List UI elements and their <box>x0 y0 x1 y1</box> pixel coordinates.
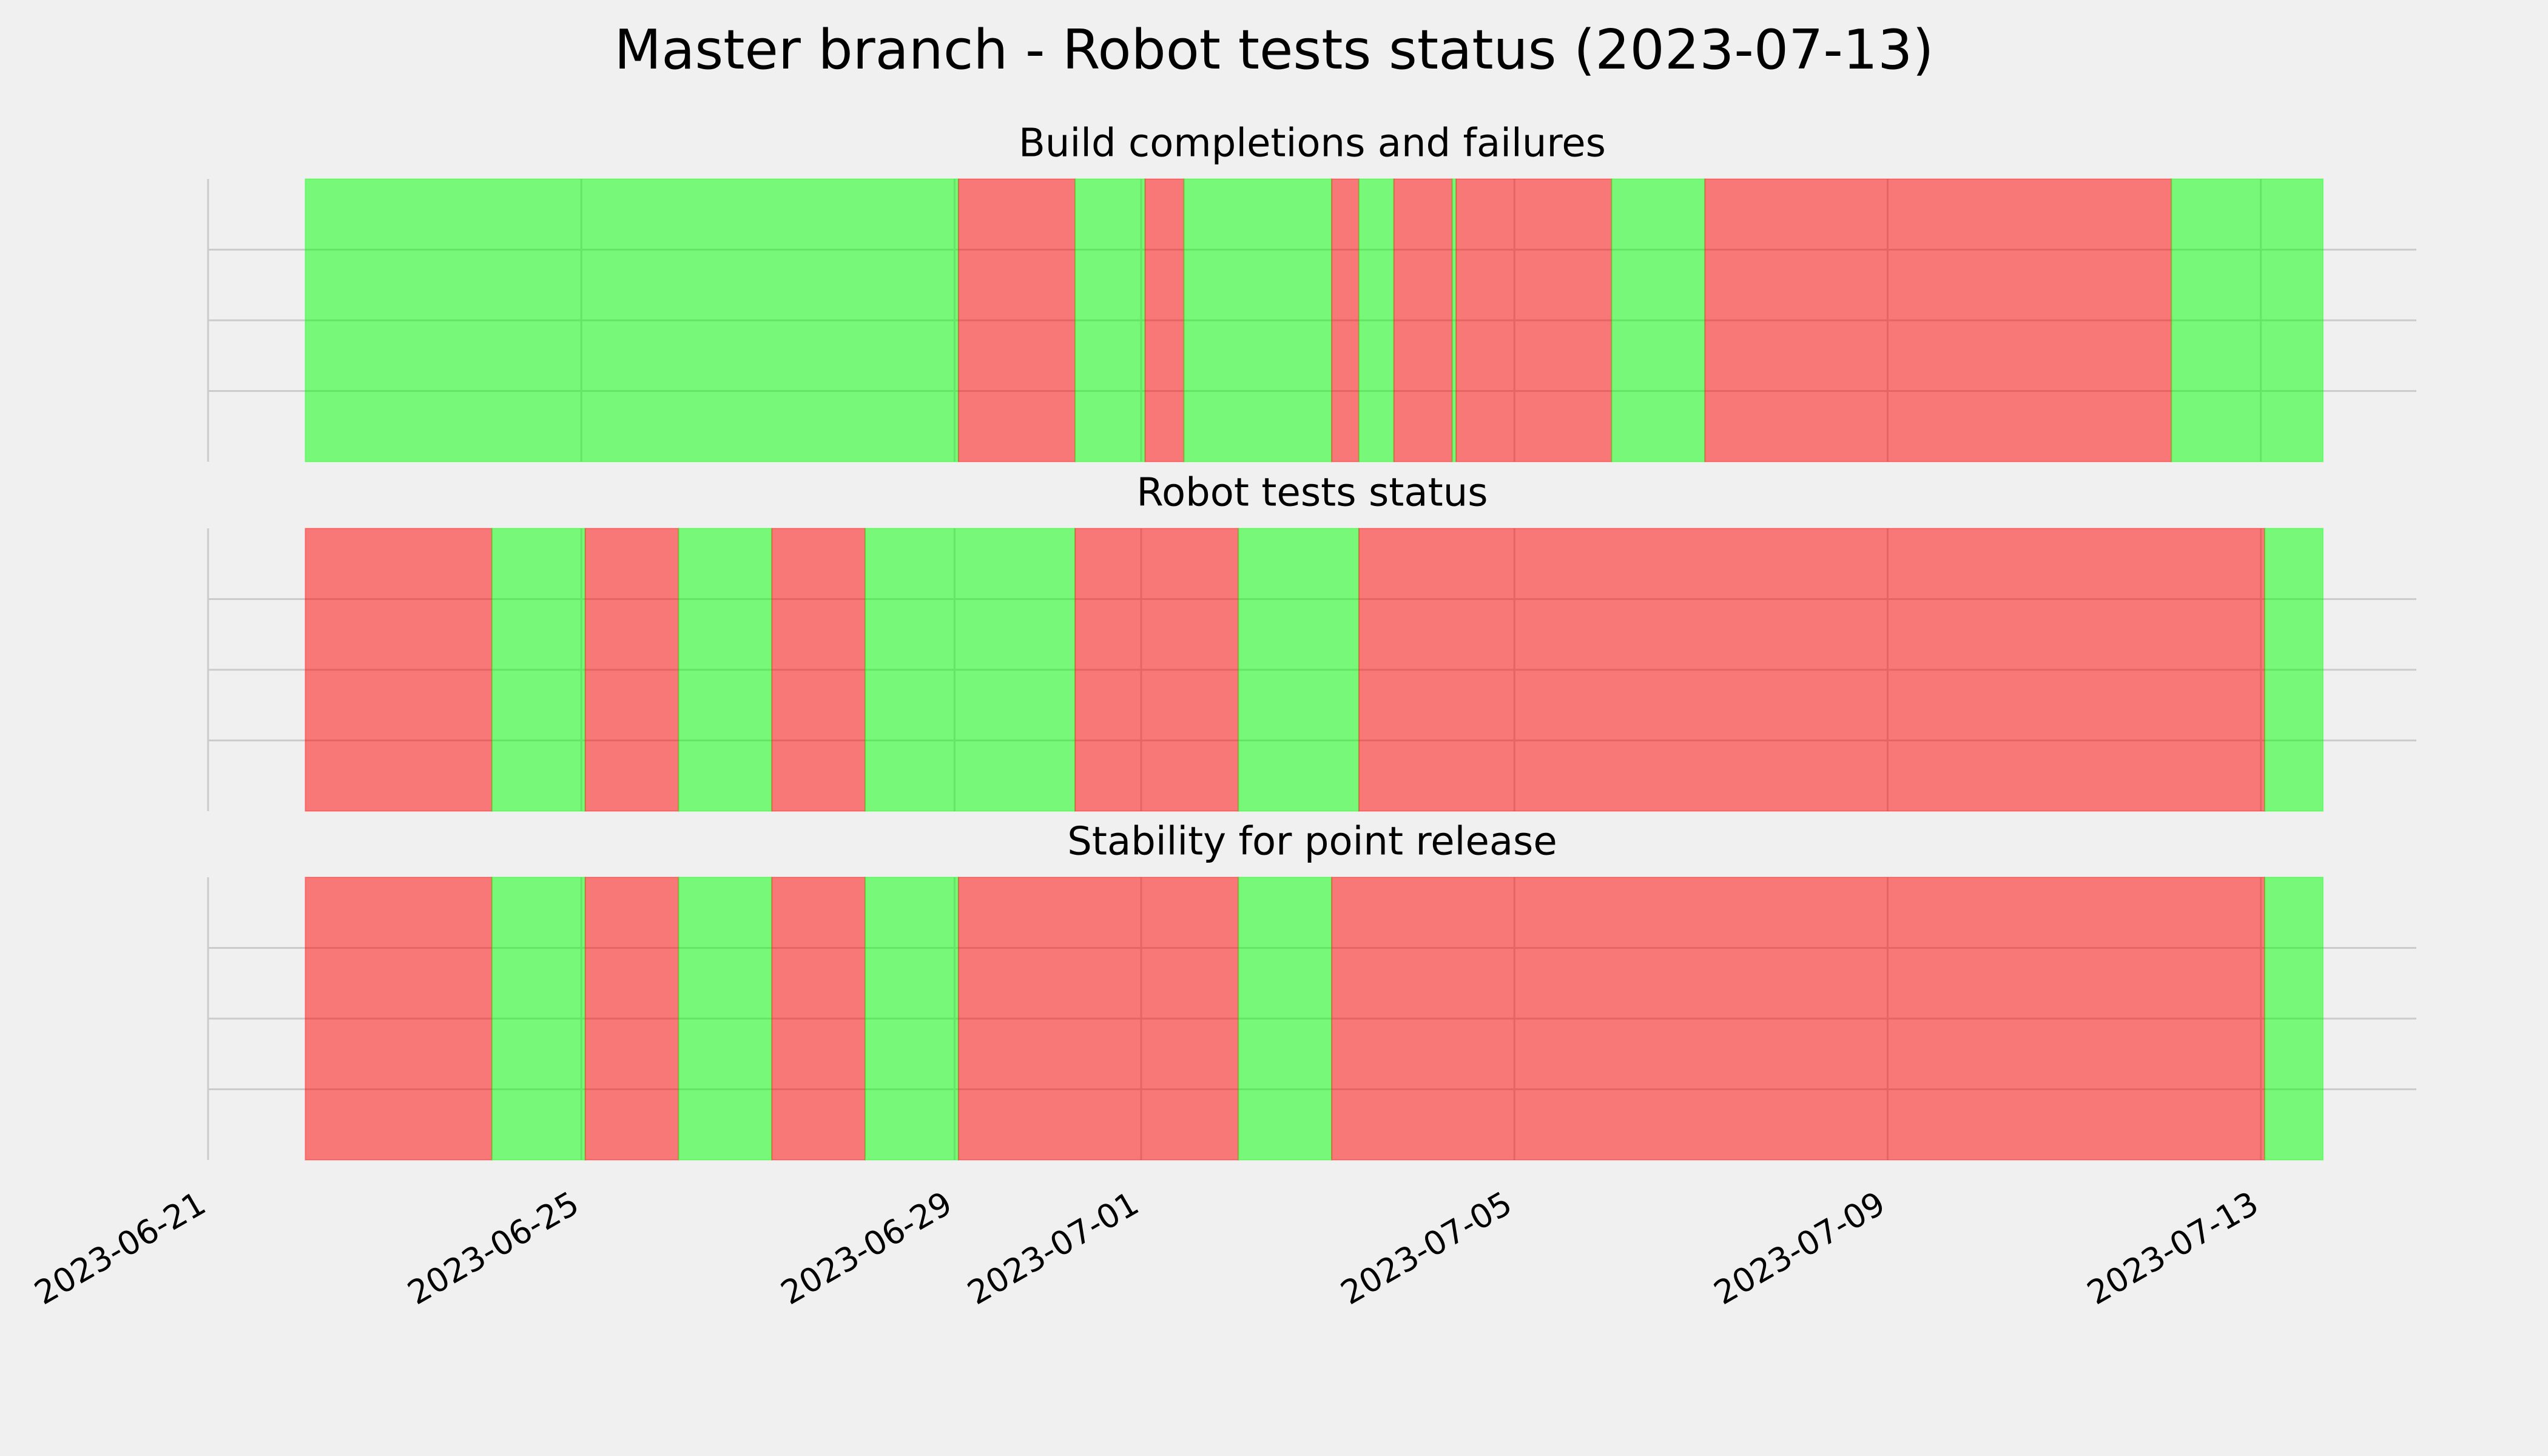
status-segment <box>1074 178 1146 462</box>
status-segment <box>864 528 1076 812</box>
status-segment <box>1238 877 1333 1161</box>
status-segment <box>584 528 679 812</box>
panel-title: Build completions and failures <box>1019 121 1606 166</box>
status-segment <box>305 528 493 812</box>
status-segment <box>864 877 959 1161</box>
status-segment <box>1455 178 1613 462</box>
status-segment <box>1611 178 1706 462</box>
status-segment <box>678 528 773 812</box>
status-segment <box>678 877 773 1161</box>
status-segment <box>1183 178 1333 462</box>
status-segment <box>1238 528 1360 812</box>
status-segment <box>771 877 866 1161</box>
status-segment <box>305 877 493 1161</box>
status-segment <box>491 528 586 812</box>
panel-title: Robot tests status <box>1136 471 1488 516</box>
status-segment <box>1358 178 1395 462</box>
status-segment <box>957 877 1239 1161</box>
status-segment <box>2171 178 2324 462</box>
status-segment <box>2264 528 2324 812</box>
status-segment <box>957 178 1076 462</box>
status-segment <box>1358 528 2266 812</box>
status-segment <box>1331 877 2266 1161</box>
status-segment <box>2264 877 2324 1161</box>
panel-title: Stability for point release <box>1067 820 1557 864</box>
status-segment <box>1393 178 1453 462</box>
status-segment <box>1074 528 1239 812</box>
status-segment <box>305 178 959 462</box>
status-segment <box>491 877 586 1161</box>
status-segment <box>771 528 866 812</box>
status-segment <box>1144 178 1185 462</box>
status-segment <box>584 877 679 1161</box>
status-segment <box>1331 178 1360 462</box>
status-segment <box>1704 178 2172 462</box>
chart-title: Master branch - Robot tests status (2023… <box>615 18 1934 82</box>
